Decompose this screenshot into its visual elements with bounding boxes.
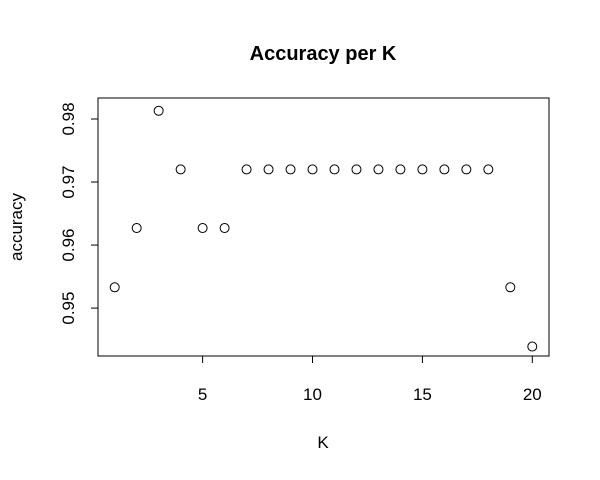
data-point: [241, 164, 252, 175]
y-tick-label: 0.96: [59, 229, 78, 262]
data-point: [109, 282, 120, 293]
y-axis-label: accuracy: [7, 192, 26, 261]
data-point: [219, 223, 230, 234]
data-point: [153, 105, 164, 116]
data-point: [395, 164, 406, 175]
data-point: [439, 164, 450, 175]
data-point: [417, 164, 428, 175]
data-point: [329, 164, 340, 175]
data-point: [527, 341, 538, 352]
data-point: [461, 164, 472, 175]
x-tick-label: 15: [413, 385, 432, 404]
data-point: [307, 164, 318, 175]
data-point: [483, 164, 494, 175]
data-point: [285, 164, 296, 175]
data-point: [373, 164, 384, 175]
data-point: [131, 223, 142, 234]
x-tick-label: 5: [198, 385, 207, 404]
x-axis: 5 10 15 20: [198, 355, 542, 404]
y-tick-label: 0.95: [59, 292, 78, 325]
y-tick-label: 0.98: [59, 102, 78, 135]
data-point: [175, 164, 186, 175]
y-axis: 0.95 0.96 0.97 0.98: [59, 102, 99, 325]
x-axis-label: K: [317, 433, 329, 452]
x-tick-label: 20: [523, 385, 542, 404]
data-point: [351, 164, 362, 175]
x-tick-label: 10: [303, 385, 322, 404]
data-point: [505, 282, 516, 293]
data-point: [263, 164, 274, 175]
data-points: [109, 105, 538, 352]
plot-frame: [97, 97, 550, 357]
data-point: [197, 223, 208, 234]
y-tick-label: 0.97: [59, 165, 78, 198]
chart-title: Accuracy per K: [250, 43, 397, 65]
